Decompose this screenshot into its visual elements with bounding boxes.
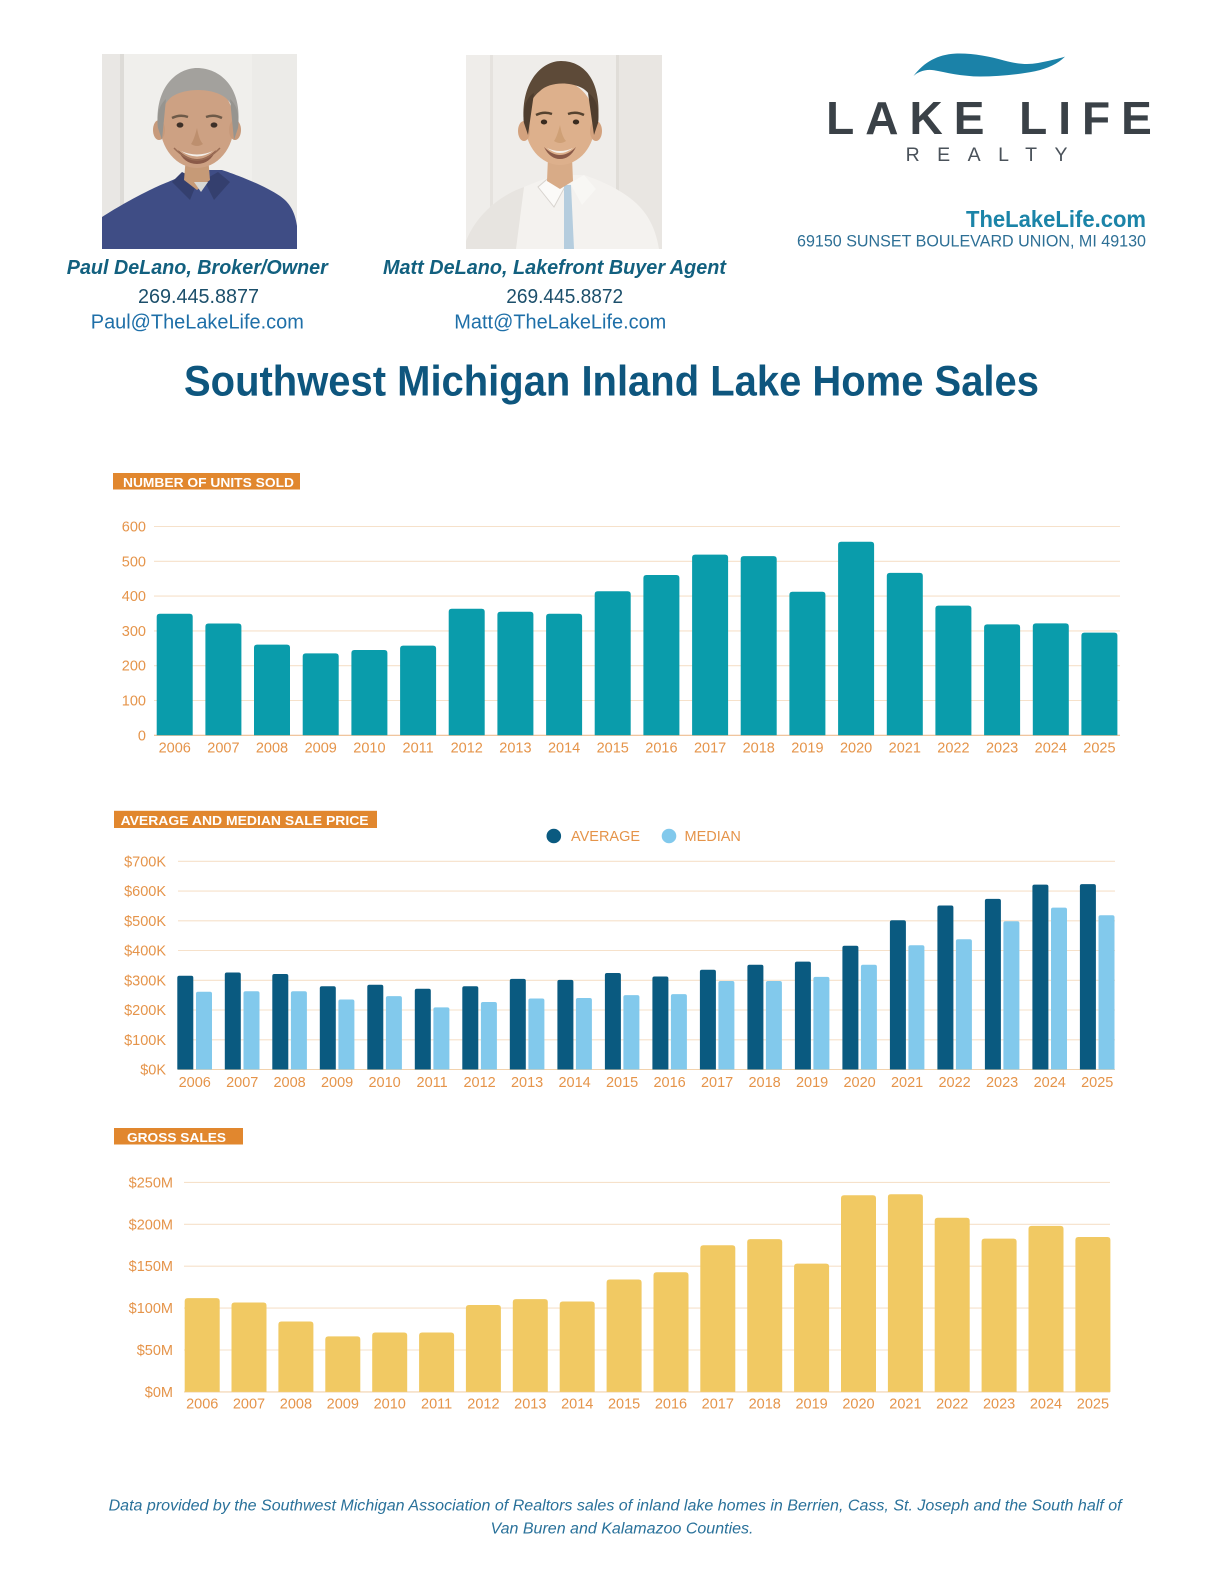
svg-text:2018: 2018 <box>743 741 775 757</box>
svg-text:$250M: $250M <box>129 1175 173 1191</box>
svg-text:2016: 2016 <box>653 1075 685 1091</box>
svg-text:$0M: $0M <box>145 1385 173 1401</box>
svg-text:2018: 2018 <box>749 1397 781 1413</box>
svg-text:2019: 2019 <box>796 1075 828 1091</box>
svg-text:2012: 2012 <box>463 1075 495 1091</box>
svg-text:2022: 2022 <box>936 1397 968 1413</box>
svg-text:2019: 2019 <box>795 1397 827 1413</box>
svg-text:Data provided by the Southwest: Data provided by the Southwest Michigan … <box>109 1498 1124 1515</box>
svg-text:2006: 2006 <box>186 1397 218 1413</box>
svg-text:2008: 2008 <box>280 1397 312 1413</box>
svg-text:269.445.8877: 269.445.8877 <box>138 286 259 308</box>
svg-text:2009: 2009 <box>327 1397 359 1413</box>
svg-text:2024: 2024 <box>1030 1397 1062 1413</box>
svg-text:2011: 2011 <box>421 1397 452 1413</box>
svg-text:69150 SUNSET BOULEVARD UNION,: 69150 SUNSET BOULEVARD UNION, MI 49130 <box>797 233 1146 251</box>
svg-text:2016: 2016 <box>645 741 677 757</box>
svg-text:2010: 2010 <box>374 1397 406 1413</box>
svg-text:$200K: $200K <box>124 1003 166 1019</box>
svg-text:2022: 2022 <box>938 1075 970 1091</box>
svg-text:$300K: $300K <box>124 973 166 989</box>
svg-text:2020: 2020 <box>842 1397 874 1413</box>
svg-text:2008: 2008 <box>256 741 288 757</box>
svg-text:269.445.8872: 269.445.8872 <box>506 286 623 308</box>
svg-text:$500K: $500K <box>124 914 166 930</box>
svg-text:2014: 2014 <box>561 1397 593 1413</box>
svg-text:2021: 2021 <box>891 1075 923 1091</box>
svg-text:2007: 2007 <box>226 1075 258 1091</box>
svg-text:NUMBER OF UNITS SOLD: NUMBER OF UNITS SOLD <box>123 476 294 490</box>
svg-text:2024: 2024 <box>1035 741 1067 757</box>
svg-text:200: 200 <box>122 659 146 675</box>
svg-text:Van Buren and Kalamazoo Counti: Van Buren and Kalamazoo Counties. <box>491 1521 754 1538</box>
svg-text:2025: 2025 <box>1083 741 1115 757</box>
svg-text:2014: 2014 <box>558 1075 590 1091</box>
svg-text:100: 100 <box>122 694 146 710</box>
svg-text:2008: 2008 <box>273 1075 305 1091</box>
svg-text:2013: 2013 <box>514 1397 546 1413</box>
svg-text:$0K: $0K <box>140 1063 166 1079</box>
svg-text:600: 600 <box>122 520 146 536</box>
svg-text:2020: 2020 <box>843 1075 875 1091</box>
svg-text:2025: 2025 <box>1077 1397 1109 1413</box>
svg-text:2021: 2021 <box>889 1397 921 1413</box>
svg-text:REALTY: REALTY <box>906 144 1085 166</box>
svg-text:2006: 2006 <box>179 1075 211 1091</box>
svg-text:TheLakeLife.com: TheLakeLife.com <box>966 206 1146 232</box>
svg-text:2007: 2007 <box>207 741 239 757</box>
svg-text:2006: 2006 <box>159 741 191 757</box>
svg-text:2016: 2016 <box>655 1397 687 1413</box>
svg-text:AVERAGE AND MEDIAN SALE PRICE: AVERAGE AND MEDIAN SALE PRICE <box>121 814 369 828</box>
svg-text:2013: 2013 <box>511 1075 543 1091</box>
svg-text:$400K: $400K <box>124 944 166 960</box>
svg-text:2010: 2010 <box>368 1075 400 1091</box>
svg-text:$150M: $150M <box>129 1259 173 1275</box>
svg-text:2007: 2007 <box>233 1397 265 1413</box>
svg-text:2021: 2021 <box>889 741 921 757</box>
svg-text:2015: 2015 <box>606 1075 638 1091</box>
svg-text:$50M: $50M <box>137 1343 173 1359</box>
svg-text:2011: 2011 <box>403 741 434 757</box>
svg-text:$700K: $700K <box>124 854 166 870</box>
svg-text:Matt DeLano, Lakefront Buyer A: Matt DeLano, Lakefront Buyer Agent <box>383 257 727 279</box>
svg-text:Paul DeLano, Broker/Owner: Paul DeLano, Broker/Owner <box>67 257 329 279</box>
svg-text:2019: 2019 <box>791 741 823 757</box>
svg-text:2023: 2023 <box>986 1075 1018 1091</box>
svg-text:2015: 2015 <box>597 741 629 757</box>
svg-text:2014: 2014 <box>548 741 580 757</box>
svg-text:$100M: $100M <box>129 1301 173 1317</box>
svg-text:$600K: $600K <box>124 884 166 900</box>
svg-text:2024: 2024 <box>1034 1075 1066 1091</box>
svg-text:0: 0 <box>138 728 146 744</box>
svg-text:2015: 2015 <box>608 1397 640 1413</box>
svg-text:Matt@TheLakeLife.com: Matt@TheLakeLife.com <box>454 312 666 334</box>
svg-text:2022: 2022 <box>937 741 969 757</box>
svg-text:2017: 2017 <box>701 1075 733 1091</box>
svg-text:2023: 2023 <box>983 1397 1015 1413</box>
svg-text:2009: 2009 <box>305 741 337 757</box>
svg-text:LAKE LIFE: LAKE LIFE <box>826 92 1163 144</box>
svg-text:2009: 2009 <box>321 1075 353 1091</box>
svg-text:Southwest Michigan Inland Lake: Southwest Michigan Inland Lake Home Sale… <box>184 358 1039 406</box>
svg-text:400: 400 <box>122 589 146 605</box>
svg-text:2012: 2012 <box>467 1397 499 1413</box>
svg-text:$200M: $200M <box>129 1217 173 1233</box>
svg-text:MEDIAN: MEDIAN <box>685 829 741 845</box>
svg-text:GROSS SALES: GROSS SALES <box>127 1131 226 1145</box>
svg-text:500: 500 <box>122 554 146 570</box>
svg-text:AVERAGE: AVERAGE <box>571 829 640 845</box>
svg-text:2013: 2013 <box>499 741 531 757</box>
svg-text:2017: 2017 <box>702 1397 734 1413</box>
svg-text:Paul@TheLakeLife.com: Paul@TheLakeLife.com <box>91 312 304 334</box>
svg-text:2018: 2018 <box>748 1075 780 1091</box>
svg-text:2012: 2012 <box>451 741 483 757</box>
svg-text:2017: 2017 <box>694 741 726 757</box>
svg-text:$100K: $100K <box>124 1033 166 1049</box>
svg-text:300: 300 <box>122 624 146 640</box>
svg-text:2025: 2025 <box>1081 1075 1113 1091</box>
svg-text:2020: 2020 <box>840 741 872 757</box>
svg-text:2011: 2011 <box>417 1075 448 1091</box>
svg-text:2010: 2010 <box>353 741 385 757</box>
svg-text:2023: 2023 <box>986 741 1018 757</box>
